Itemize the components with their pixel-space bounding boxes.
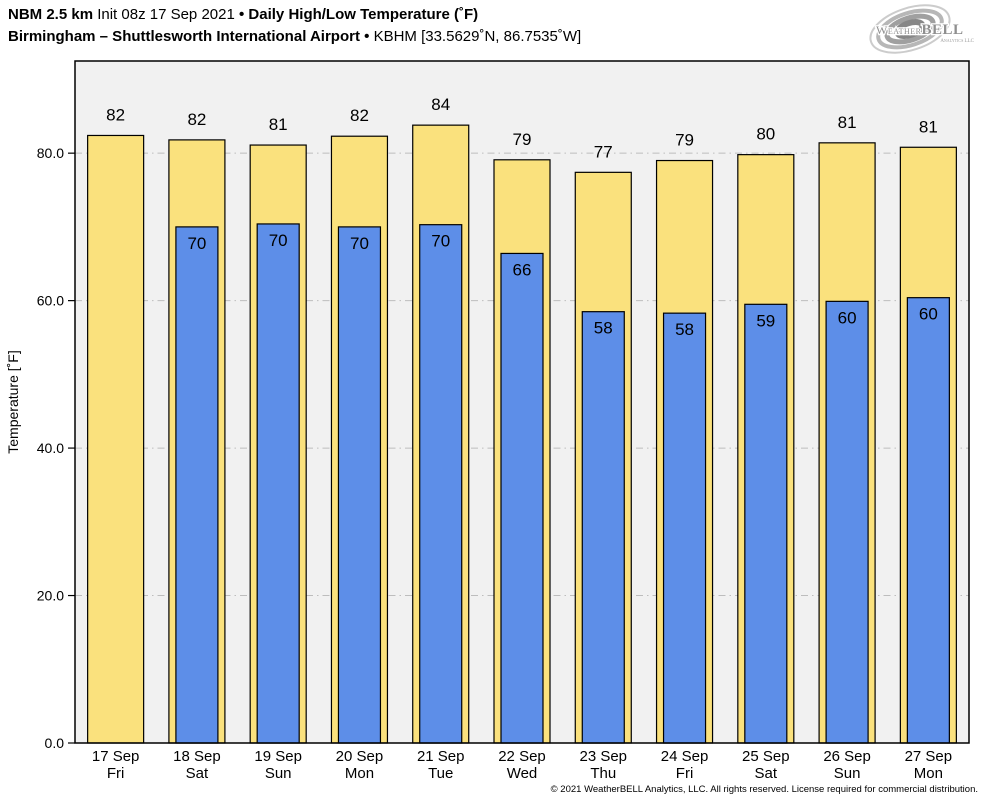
bar-high-value-label: 81 — [919, 117, 938, 136]
x-tick-label-day: Mon — [345, 765, 374, 782]
x-tick-label-date: 25 Sep — [742, 748, 790, 765]
x-tick-label-day: Fri — [676, 765, 694, 782]
bar-low-value-label: 70 — [431, 232, 450, 251]
x-tick-label-date: 22 Sep — [498, 748, 546, 765]
bar-low-value-label: 59 — [756, 311, 775, 330]
x-tick-label-day: Sat — [186, 765, 209, 782]
separator-dot: • — [238, 6, 245, 23]
bar-low-value-label: 60 — [919, 305, 938, 324]
logo-wordmark: WeatherBELL — [876, 22, 964, 38]
model-name: NBM 2.5 km — [8, 6, 94, 23]
bar-high-value-label: 81 — [269, 115, 288, 134]
y-tick-label: 0.0 — [45, 735, 65, 751]
logo-subtitle: Analytics LLC — [940, 39, 974, 44]
bar-low — [581, 311, 625, 744]
bar-low-value-label: 60 — [838, 308, 857, 327]
bar-high-value-label: 77 — [594, 142, 613, 161]
x-tick-label-day: Sun — [834, 765, 861, 782]
bar-low-value-label: 58 — [675, 320, 694, 339]
bar-low-value-label: 70 — [187, 234, 206, 253]
product-name: Daily High/Low Temperature (˚F) — [248, 6, 479, 23]
x-tick-label-day: Wed — [507, 765, 538, 782]
bar-low — [337, 226, 382, 744]
x-tick-label-day: Mon — [914, 765, 943, 782]
weatherbell-logo: WeatherBELL Analytics LLC — [869, 4, 975, 54]
bar-low — [744, 303, 788, 744]
x-tick-label-date: 26 Sep — [823, 748, 871, 765]
bar-low-value-label: 66 — [513, 260, 532, 279]
bar-high-value-label: 80 — [756, 125, 775, 144]
title-line-1: NBM 2.5 km Init 08z 17 Sep 2021 • Daily … — [8, 4, 581, 26]
bar-low — [662, 312, 707, 744]
bar-low — [500, 252, 544, 744]
x-tick-label-day: Fri — [107, 765, 125, 782]
x-tick-label-day: Thu — [590, 765, 616, 782]
copyright-notice: © 2021 WeatherBELL Analytics, LLC. All r… — [550, 784, 978, 795]
bar-high-value-label: 81 — [838, 113, 857, 132]
station-name: Birmingham – Shuttlesworth International… — [8, 28, 360, 45]
axis-frame — [74, 60, 970, 744]
bar-high-value-label: 79 — [675, 131, 694, 150]
bar-low-value-label: 70 — [269, 231, 288, 250]
x-tick-label-date: 20 Sep — [336, 748, 384, 765]
y-tick-label: 40.0 — [37, 440, 64, 456]
x-tick-label-day: Tue — [428, 765, 453, 782]
bar-high-value-label: 84 — [431, 95, 450, 114]
init-time: Init 08z 17 Sep 2021 — [97, 6, 235, 23]
bar-low — [906, 297, 950, 744]
hurricane-swirl-icon — [869, 4, 951, 54]
x-tick-label-date: 24 Sep — [661, 748, 709, 765]
bar-high-value-label: 79 — [513, 130, 532, 149]
x-tick-label-date: 18 Sep — [173, 748, 221, 765]
logo-weather-text: Weather — [876, 23, 922, 37]
logo-bell-text: BELL — [922, 22, 964, 38]
bar-low — [419, 224, 463, 744]
x-tick-label-date: 17 Sep — [92, 748, 140, 765]
bar-low — [256, 223, 300, 744]
x-tick-label-day: Sat — [755, 765, 778, 782]
bar-high-value-label: 82 — [350, 106, 369, 125]
title-line-2: Birmingham – Shuttlesworth International… — [8, 26, 581, 48]
bar-low — [175, 226, 219, 744]
separator-dot: • — [364, 28, 370, 45]
bar-low-value-label: 58 — [594, 319, 613, 338]
x-tick-label-date: 21 Sep — [417, 748, 465, 765]
bar-high-value-label: 82 — [106, 105, 125, 124]
y-tick-label: 80.0 — [37, 145, 64, 161]
chart-header: NBM 2.5 km Init 08z 17 Sep 2021 • Daily … — [8, 4, 581, 48]
x-tick-label-date: 23 Sep — [579, 748, 627, 765]
station-id: KBHM [33.5629˚N, 86.7535˚W] — [373, 28, 582, 45]
bar-low — [825, 300, 869, 744]
y-tick-label: 20.0 — [37, 588, 64, 604]
bar-low-value-label: 70 — [350, 234, 369, 253]
x-tick-label-date: 19 Sep — [254, 748, 302, 765]
bar-high-value-label: 82 — [187, 110, 206, 129]
bar-high — [87, 134, 145, 744]
x-tick-label-day: Sun — [265, 765, 292, 782]
x-tick-label-date: 27 Sep — [905, 748, 953, 765]
y-axis-label: Temperature [˚F] — [5, 350, 21, 453]
y-tick-label: 60.0 — [37, 293, 64, 309]
